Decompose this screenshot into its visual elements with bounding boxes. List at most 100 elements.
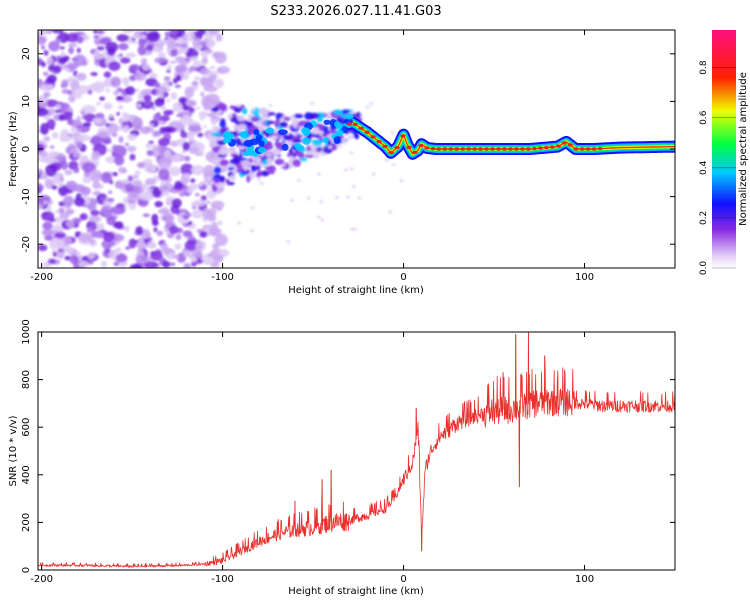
ridge-peak [454, 147, 460, 151]
noise-blob [90, 209, 100, 216]
noise-blob [108, 240, 117, 247]
colorbar-label: Normalized spectral amplitude [738, 72, 749, 226]
signal-blob [233, 155, 242, 163]
signal-outlier [250, 206, 255, 210]
ridge-peak [382, 144, 388, 148]
signal-outlier [319, 199, 324, 204]
signal-outlier [243, 167, 248, 171]
noise-blob [89, 223, 98, 231]
noise-blob [81, 105, 97, 114]
noise-blob [146, 31, 161, 43]
noise-blob [166, 41, 177, 49]
noise-blob [107, 198, 115, 202]
ridge-peak [424, 146, 430, 150]
noise-blob [140, 89, 152, 97]
noise-blob [105, 250, 111, 254]
signal-outlier [251, 108, 256, 112]
noise-blob [95, 232, 104, 239]
ridge-blob [278, 129, 288, 135]
signal-blob [231, 168, 238, 174]
noise-blob [115, 221, 124, 230]
ridge-peak [549, 145, 555, 149]
bottom-x-tick-label: 100 [575, 574, 594, 585]
noise-blob [188, 112, 193, 118]
signal-outlier [391, 163, 396, 167]
signal-blob [286, 141, 295, 147]
ridge-blob [302, 129, 311, 137]
signal-outlier [271, 135, 276, 139]
noise-blob [160, 242, 169, 251]
noise-blob [57, 180, 64, 187]
signal-blob [266, 157, 273, 165]
colorbar-tick-label: 0.6 [699, 110, 709, 125]
noise-blob [38, 35, 47, 45]
colorbar-tick-label: 0.0 [699, 261, 709, 276]
signal-outlier [320, 218, 325, 222]
signal-blob [257, 169, 262, 177]
bottom-x-axis-label: Height of straight line (km) [288, 586, 424, 597]
noise-blob [119, 57, 131, 64]
ridge-blob [335, 129, 344, 137]
signal-blob [289, 155, 295, 162]
noise-blob [180, 131, 189, 139]
signal-outlier [357, 196, 362, 200]
noise-blob [89, 239, 95, 245]
signal-blob [211, 158, 222, 163]
noise-blob [117, 105, 124, 110]
noise-blob [38, 244, 48, 252]
noise-blob [208, 30, 220, 36]
noise-blob [51, 30, 64, 34]
noise-blob [145, 44, 155, 52]
noise-blob [93, 34, 100, 39]
noise-blob [103, 71, 112, 78]
noise-blob [214, 51, 227, 64]
signal-outlier [343, 168, 348, 172]
noise-blob [71, 90, 78, 97]
signal-blob [225, 178, 230, 184]
noise-blob [58, 57, 67, 65]
signal-outlier [317, 172, 322, 176]
noise-blob [96, 46, 105, 51]
noise-blob [94, 112, 105, 119]
signal-outlier [365, 105, 370, 109]
noise-blob [163, 109, 173, 116]
noise-blob [44, 235, 54, 241]
noise-blob [108, 190, 113, 195]
noise-blob [47, 111, 53, 116]
noise-blob [59, 212, 70, 220]
signal-outlier [246, 117, 251, 121]
noise-blob [49, 237, 61, 250]
ridge-blob [258, 140, 265, 147]
noise-blob [108, 249, 119, 260]
ridge-blob [322, 137, 330, 144]
noise-blob [116, 34, 129, 42]
noise-blob [78, 260, 89, 268]
noise-blob [184, 239, 199, 252]
noise-blob [153, 227, 158, 233]
signal-outlier [371, 172, 376, 176]
noise-blob [129, 75, 136, 82]
noise-blob [145, 178, 157, 186]
ridge-peak [484, 147, 490, 151]
noise-blob [182, 114, 190, 120]
noise-blob [121, 112, 131, 122]
noise-blob [160, 106, 167, 110]
noise-blob [164, 149, 172, 159]
noise-blob [127, 134, 137, 141]
noise-blob [165, 98, 170, 103]
noise-blob [182, 214, 190, 220]
noise-blob [90, 72, 98, 76]
ridge-peak [418, 143, 424, 148]
noise-blob [183, 262, 191, 268]
ridge-peak [448, 147, 454, 151]
ridge-blob [243, 139, 254, 147]
noise-blob [106, 216, 116, 226]
noise-blob [92, 50, 102, 60]
noise-blob [97, 30, 104, 35]
noise-blob [194, 66, 201, 72]
noise-blob [184, 57, 191, 62]
noise-blob [124, 142, 130, 147]
noise-blob [209, 227, 218, 237]
noise-blob [158, 168, 170, 181]
noise-blob [52, 251, 58, 257]
